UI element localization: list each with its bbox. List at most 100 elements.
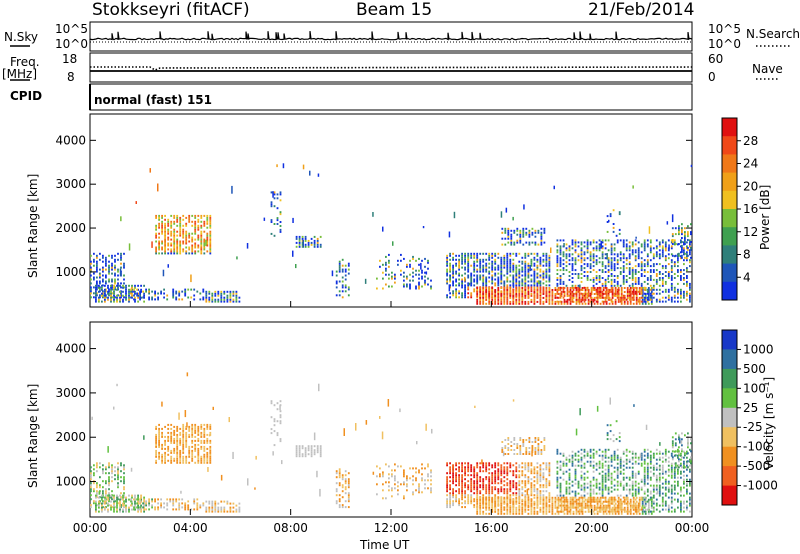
data-cell (536, 506, 539, 509)
data-cell (449, 504, 451, 507)
data-cell (211, 502, 214, 505)
data-cell (167, 431, 170, 434)
data-cell (119, 494, 121, 497)
data-cell (515, 486, 518, 489)
data-cell (406, 477, 408, 480)
data-cell (319, 447, 322, 450)
data-cell (220, 298, 223, 301)
data-cell (527, 478, 530, 481)
data-cell (394, 475, 396, 478)
data-cell (551, 293, 554, 295)
data-cell (497, 500, 500, 503)
data-cell (542, 289, 545, 291)
data-cell (589, 300, 592, 303)
data-cell (525, 449, 528, 451)
data-cell (276, 420, 279, 423)
data-cell (191, 244, 194, 247)
data-cell (542, 486, 545, 489)
data-cell (179, 459, 182, 462)
data-cell (279, 211, 282, 214)
data-cell (157, 506, 159, 509)
data-cell (131, 496, 133, 499)
data-cell (143, 498, 145, 501)
data-cell (182, 447, 185, 450)
data-cell (473, 260, 476, 263)
data-cell (686, 253, 688, 256)
data-cell (631, 278, 634, 281)
data-cell (476, 466, 479, 469)
freq-label: Freq. (10, 55, 40, 69)
data-cell (164, 226, 166, 229)
data-cell (556, 269, 559, 272)
data-cell (467, 286, 470, 289)
data-cell (217, 290, 220, 293)
data-cell (464, 268, 466, 271)
data-cell (464, 500, 466, 503)
data-cell (616, 277, 619, 279)
data-cell (105, 260, 107, 263)
data-cell (179, 455, 182, 458)
data-cell (509, 508, 512, 511)
data-cell (394, 477, 396, 480)
data-cell (172, 498, 175, 501)
data-cell (497, 289, 500, 291)
data-cell (155, 433, 157, 436)
data-cell (464, 468, 466, 471)
data-cell (566, 502, 569, 505)
data-cell (102, 292, 104, 295)
data-cell (173, 214, 176, 217)
data-cell (548, 291, 551, 293)
data-cell (572, 504, 575, 507)
data-cell (542, 282, 545, 285)
data-cell (347, 286, 350, 289)
data-cell (537, 231, 540, 234)
data-cell (302, 239, 304, 248)
data-cell (617, 298, 620, 301)
data-cell (622, 271, 625, 273)
data-cell (95, 284, 97, 287)
data-cell (512, 280, 515, 283)
data-cell (506, 466, 509, 469)
data-cell (96, 466, 98, 469)
data-cell (209, 216, 212, 219)
data-cell (95, 292, 97, 295)
data-cell (488, 490, 491, 493)
data-cell (491, 300, 494, 303)
data-cell (539, 289, 542, 291)
data-cell (519, 451, 522, 453)
data-cell (418, 257, 420, 260)
data-cell (482, 506, 485, 509)
data-cell (452, 502, 454, 505)
data-cell (175, 292, 178, 295)
data-cell (551, 302, 554, 305)
data-cell (102, 274, 104, 277)
data-cell (214, 300, 217, 303)
data-cell (179, 441, 182, 444)
data-cell (458, 470, 460, 473)
data-cell (618, 213, 621, 216)
data-cell (607, 263, 610, 266)
data-cell (96, 288, 98, 291)
data-cell (641, 291, 644, 293)
data-cell (512, 510, 515, 513)
data-cell (559, 261, 562, 264)
data-cell (491, 474, 494, 477)
data-cell (673, 286, 676, 289)
data-cell (536, 512, 539, 515)
data-cell (640, 282, 643, 285)
data-cell (446, 478, 448, 481)
data-cell (164, 459, 166, 462)
data-cell (512, 278, 515, 281)
data-cell (482, 291, 485, 293)
data-cell (108, 270, 110, 273)
data-cell (512, 252, 515, 255)
data-cell (686, 290, 688, 293)
data-cell (173, 441, 176, 444)
data-cell (571, 243, 574, 246)
data-cell (158, 224, 160, 227)
data-cell (202, 298, 205, 301)
data-cell (504, 243, 507, 246)
data-cell (518, 470, 521, 473)
data-cell (191, 238, 194, 241)
data-cell (158, 232, 160, 235)
